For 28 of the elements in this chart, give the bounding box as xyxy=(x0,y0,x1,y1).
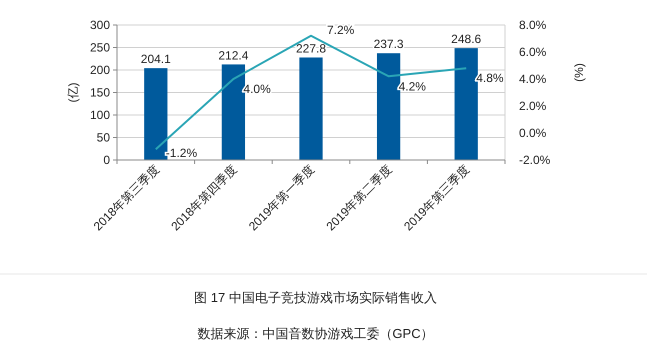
y2-tick-label: 4.0% xyxy=(519,72,547,86)
bar xyxy=(454,48,478,160)
y2-tick-label: 6.0% xyxy=(519,45,547,59)
bar xyxy=(376,53,400,160)
y2-tick-label: 0.0% xyxy=(519,126,547,140)
y-tick-label: 200 xyxy=(90,63,110,77)
y-tick-label: 150 xyxy=(90,86,110,100)
y2-tick-label: 2.0% xyxy=(519,99,547,113)
bar xyxy=(299,57,323,160)
data-label: 212.4 xyxy=(218,48,249,62)
y-tick-label: 100 xyxy=(90,108,110,122)
bar xyxy=(222,64,246,160)
y-axis-title: (亿) xyxy=(66,82,80,102)
y-tick-label: 0 xyxy=(103,153,110,167)
y2-tick-label: -2.0% xyxy=(519,153,551,167)
data-label: 204.1 xyxy=(140,52,172,66)
data-label: 7.2% xyxy=(327,22,355,37)
y2-tick-label: 8.0% xyxy=(519,18,547,32)
y-tick-label: 50 xyxy=(96,130,110,144)
y2-axis-title: (%) xyxy=(572,63,586,82)
y-tick-label: 300 xyxy=(90,18,110,32)
text: 图 17 中国电子竞技游戏市场实际销售收入 xyxy=(194,290,437,305)
bar xyxy=(144,68,168,160)
y-tick-label: 250 xyxy=(90,40,110,54)
data-label: 248.6 xyxy=(451,32,482,46)
data-label: 227.8 xyxy=(296,41,326,56)
data-label: 237.3 xyxy=(374,37,404,52)
source-note: 数据来源：中国音数协游戏工委（GPC） xyxy=(197,326,434,341)
